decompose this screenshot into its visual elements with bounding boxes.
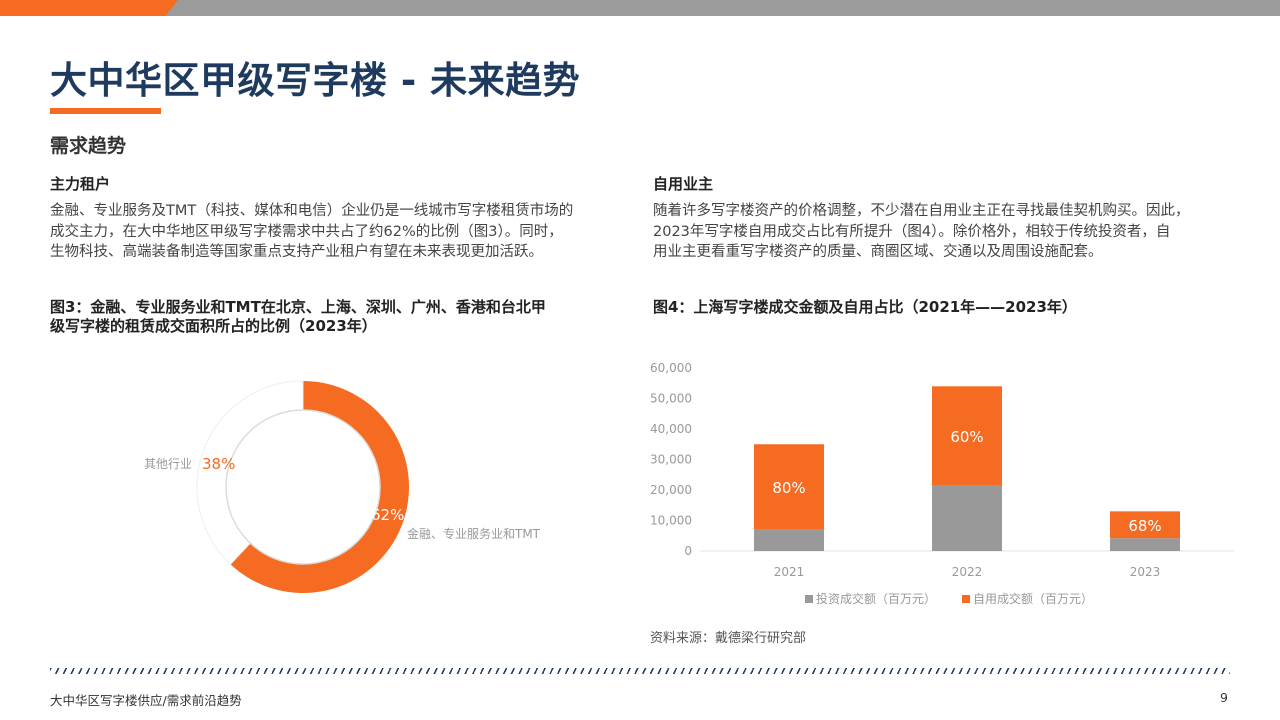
page-number: 9 [1220,690,1228,705]
right-line-1: 随着许多写字楼资产的价格调整，不少潜在自用业主正在寻找最佳契机购买。因此， [653,203,1190,219]
y-tick-label: 20,000 [650,483,692,497]
right-line-2: 2023年写字楼自用成交占比有所提升（图4）。除价格外，相较于传统投资者，自 [653,223,1171,240]
page-title: 大中华区甲级写字楼 - 未来趋势 [50,59,581,102]
right-line-3: 用业主更看重写字楼资产的质量、商圈区域、交通以及周围设施配套。 [653,244,1103,260]
bar-segment [1110,538,1180,551]
left-line-2: 成交主力，在大中华地区甲级写字楼需求中共占了约62%的比例（图3）。同时， [50,223,563,240]
top-bar-accent [0,0,178,16]
legend-swatch [962,595,970,603]
legend-swatch [805,595,813,603]
x-tick-label: 2022 [952,565,983,579]
y-tick-label: 10,000 [650,514,692,528]
bar-data-label: 68% [1128,517,1161,535]
bar-segment [1110,511,1180,539]
title-underline [50,108,161,114]
x-tick-label: 2021 [774,565,805,579]
donut-category-label: 金融、专业服务业和TMT [407,526,541,541]
source-note: 资料来源：戴德梁行研究部 [650,631,807,646]
left-line-3: 生物科技、高端装备制造等国家重点支持产业租户有望在未来表现更加活跃。 [50,244,543,260]
legend-label: 自用成交额（百万元） [973,591,1093,606]
y-tick-label: 0 [684,544,692,558]
bar-segment [754,529,824,551]
right-heading: 自用业主 [653,175,714,193]
donut-chart: 62%金融、专业服务业和TMT 38% 其他行业 [144,380,541,593]
figure3-title: 图3：金融、专业服务业和TMT在北京、上海、深圳、广州、香港和台北甲 级写字楼的… [50,298,546,336]
footer-divider [50,668,1230,674]
donut-slice [230,381,410,593]
bar-data-label: 60% [950,428,983,446]
y-tick-label: 30,000 [650,453,692,467]
bar-segment [932,386,1002,486]
legend-label: 投资成交额（百万元） [816,591,936,606]
figure3-title-line-1: 图3：金融、专业服务业和TMT在北京、上海、深圳、广州、香港和台北甲 [50,298,546,316]
x-tick-label: 2023 [1130,565,1161,579]
section-title: 需求趋势 [50,135,127,157]
donut-category-label: 其他行业 [144,457,192,471]
left-line-1: 金融、专业服务及TMT（科技、媒体和电信）企业仍是一线城市写字楼租赁市场的 [50,203,574,219]
bar-segment [932,485,1002,551]
right-paragraph: 随着许多写字楼资产的价格调整，不少潜在自用业主正在寻找最佳契机购买。因此， 20… [653,201,1190,263]
donut-value-label: 62% [371,506,404,524]
bar-data-label: 80% [772,479,805,497]
bar-segment [754,444,824,530]
y-tick-label: 50,000 [650,392,692,406]
y-tick-label: 40,000 [650,422,692,436]
left-paragraph: 金融、专业服务及TMT（科技、媒体和电信）企业仍是一线城市写字楼租赁市场的 成交… [50,201,573,263]
left-heading: 主力租户 [50,175,111,193]
figure4-title: 图4：上海写字楼成交金额及自用占比（2021年——2023年） [653,298,1077,316]
top-bar [0,0,1280,16]
footer-text: 大中华区写字楼供应/需求前沿趋势 [50,693,242,708]
y-tick-label: 60,000 [650,361,692,375]
donut-inner-edge [225,409,381,565]
donut-value-label: 38% [202,455,235,473]
stacked-bar-chart: 0 10,000 20,000 30,000 40,000 50,000 60,000 80… [650,361,1234,606]
figure3-title-line-2: 级写字楼的租赁成交面积所占的比例（2023年） [50,317,377,335]
